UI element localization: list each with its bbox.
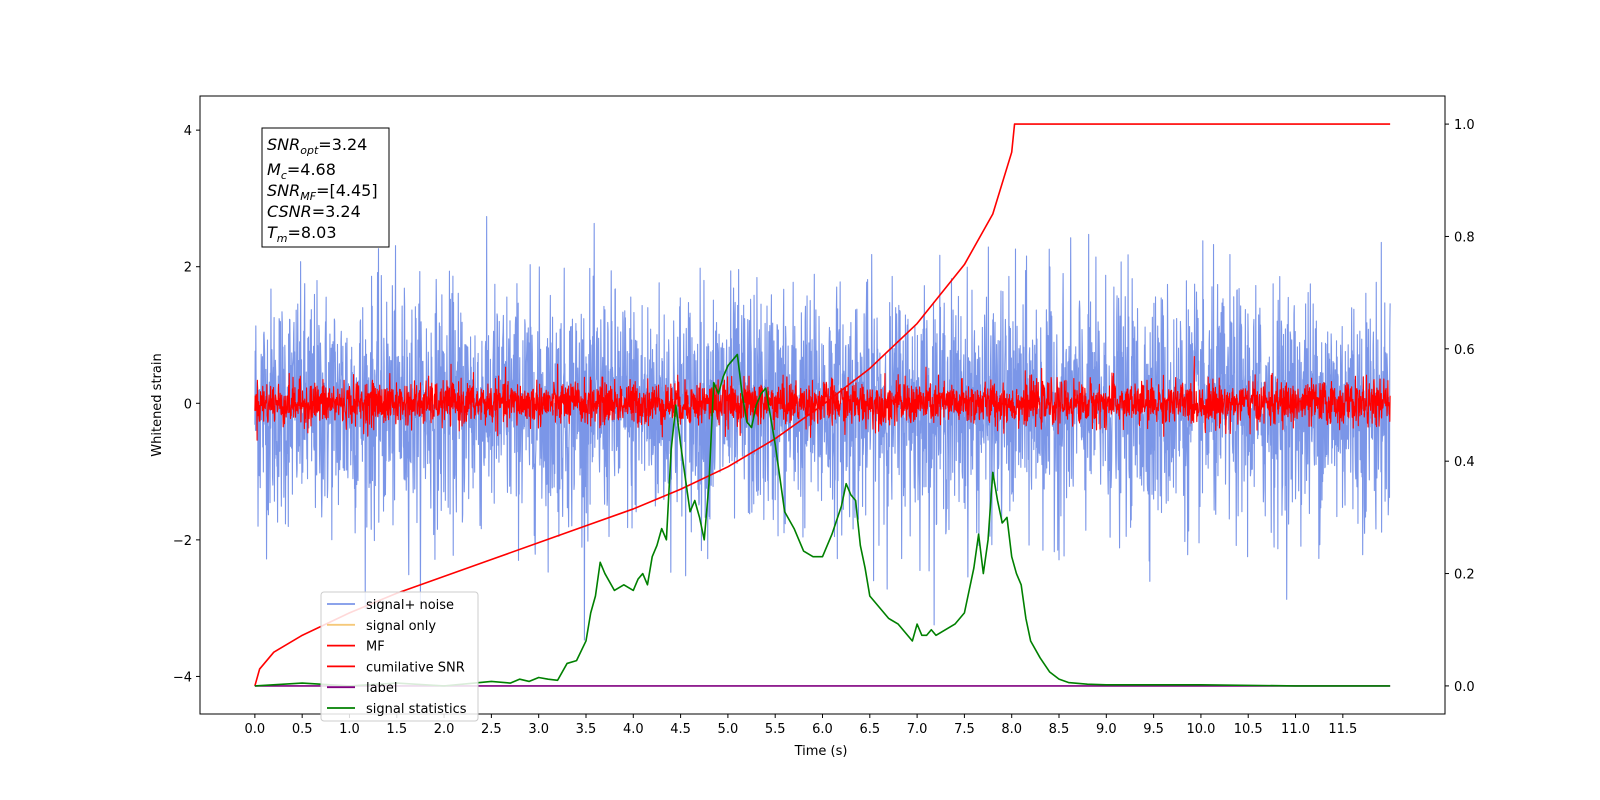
legend-label: cumilative SNR: [366, 660, 465, 675]
x-tick-label: 8.0: [1001, 722, 1022, 737]
series-signal-noise-line: [254, 216, 1391, 641]
right-y-tick-label: 0.4: [1454, 455, 1475, 470]
x-tick-label: 4.0: [623, 722, 644, 737]
right-y-axis-ticks: 1.0 0.8 0.6 0.4 0.2 0.0: [1445, 118, 1475, 695]
info-line-csnr: CSNR=3.24: [267, 202, 361, 221]
info-box: SNRopt=3.24 Mc=4.68 SNRMF=[4.45] CSNR=3.…: [261, 127, 390, 248]
x-tick-label: 3.5: [576, 722, 597, 737]
x-tick-label: 0.5: [292, 722, 313, 737]
legend-label: label: [366, 681, 397, 696]
x-tick-label: 2.0: [434, 722, 455, 737]
x-tick-label: 9.0: [1096, 722, 1117, 737]
x-tick-label: 10.5: [1234, 722, 1263, 737]
right-y-tick-label: 0.2: [1454, 568, 1475, 583]
info-line-mc: Mc=4.68: [267, 160, 336, 182]
info-line-tm: Tm=8.03: [267, 223, 337, 245]
x-tick-label: 8.5: [1049, 722, 1070, 737]
legend-frame: [320, 591, 479, 722]
left-y-tick-label: 2: [184, 261, 192, 276]
x-tick-label: 5.0: [718, 722, 739, 737]
info-line-snr-mf: SNRMF=[4.45]: [267, 181, 378, 203]
series-mf-line: [254, 355, 1391, 441]
right-y-tick-label: 0.8: [1454, 230, 1475, 245]
y-axis-label: Whitened strain: [150, 353, 165, 456]
left-y-tick-label: 0: [184, 397, 192, 412]
series-signal-statistics-line: [254, 353, 1391, 687]
left-y-tick-label: −4: [173, 670, 192, 685]
x-tick-label: 9.5: [1143, 722, 1164, 737]
legend-label: MF: [366, 640, 385, 655]
x-tick-label: 7.5: [954, 722, 975, 737]
x-tick-label: 4.5: [670, 722, 691, 737]
x-tick-label: 1.5: [386, 722, 407, 737]
right-y-tick-label: 0.6: [1454, 343, 1475, 358]
x-tick-label: 5.5: [765, 722, 786, 737]
legend-label: signal+ noise: [366, 598, 454, 613]
x-tick-label: 1.0: [339, 722, 360, 737]
legend-label: signal only: [366, 619, 436, 634]
x-tick-label: 6.0: [812, 722, 833, 737]
left-y-tick-label: 4: [184, 124, 192, 139]
x-tick-label: 0.0: [245, 722, 266, 737]
left-y-tick-label: −2: [173, 534, 192, 549]
legend: signal+ noise signal only MF cumilative SNR…: [320, 591, 479, 722]
x-tick-label: 3.0: [528, 722, 549, 737]
x-tick-label: 11.5: [1328, 722, 1357, 737]
x-axis-label: Time (s): [794, 744, 848, 759]
legend-label: signal statistics: [366, 702, 467, 717]
info-box-frame: [261, 127, 390, 248]
right-y-tick-label: 1.0: [1454, 118, 1475, 133]
x-tick-label: 6.5: [859, 722, 880, 737]
x-tick-label: 7.0: [907, 722, 928, 737]
info-line-snr-opt: SNRopt=3.24: [267, 135, 367, 157]
left-y-axis-ticks: 4 2 0 −2 −4: [173, 124, 200, 685]
x-axis-ticks: 0.0 0.5 1.0 1.5 2.0 2.5 3.0 3.5 4.0 4.5 5.0 5.5 6.0 6…: [245, 714, 1357, 737]
x-tick-label: 2.5: [481, 722, 502, 737]
x-tick-label: 10.0: [1186, 722, 1215, 737]
right-y-tick-label: 0.0: [1454, 680, 1475, 695]
x-tick-label: 11.0: [1281, 722, 1310, 737]
